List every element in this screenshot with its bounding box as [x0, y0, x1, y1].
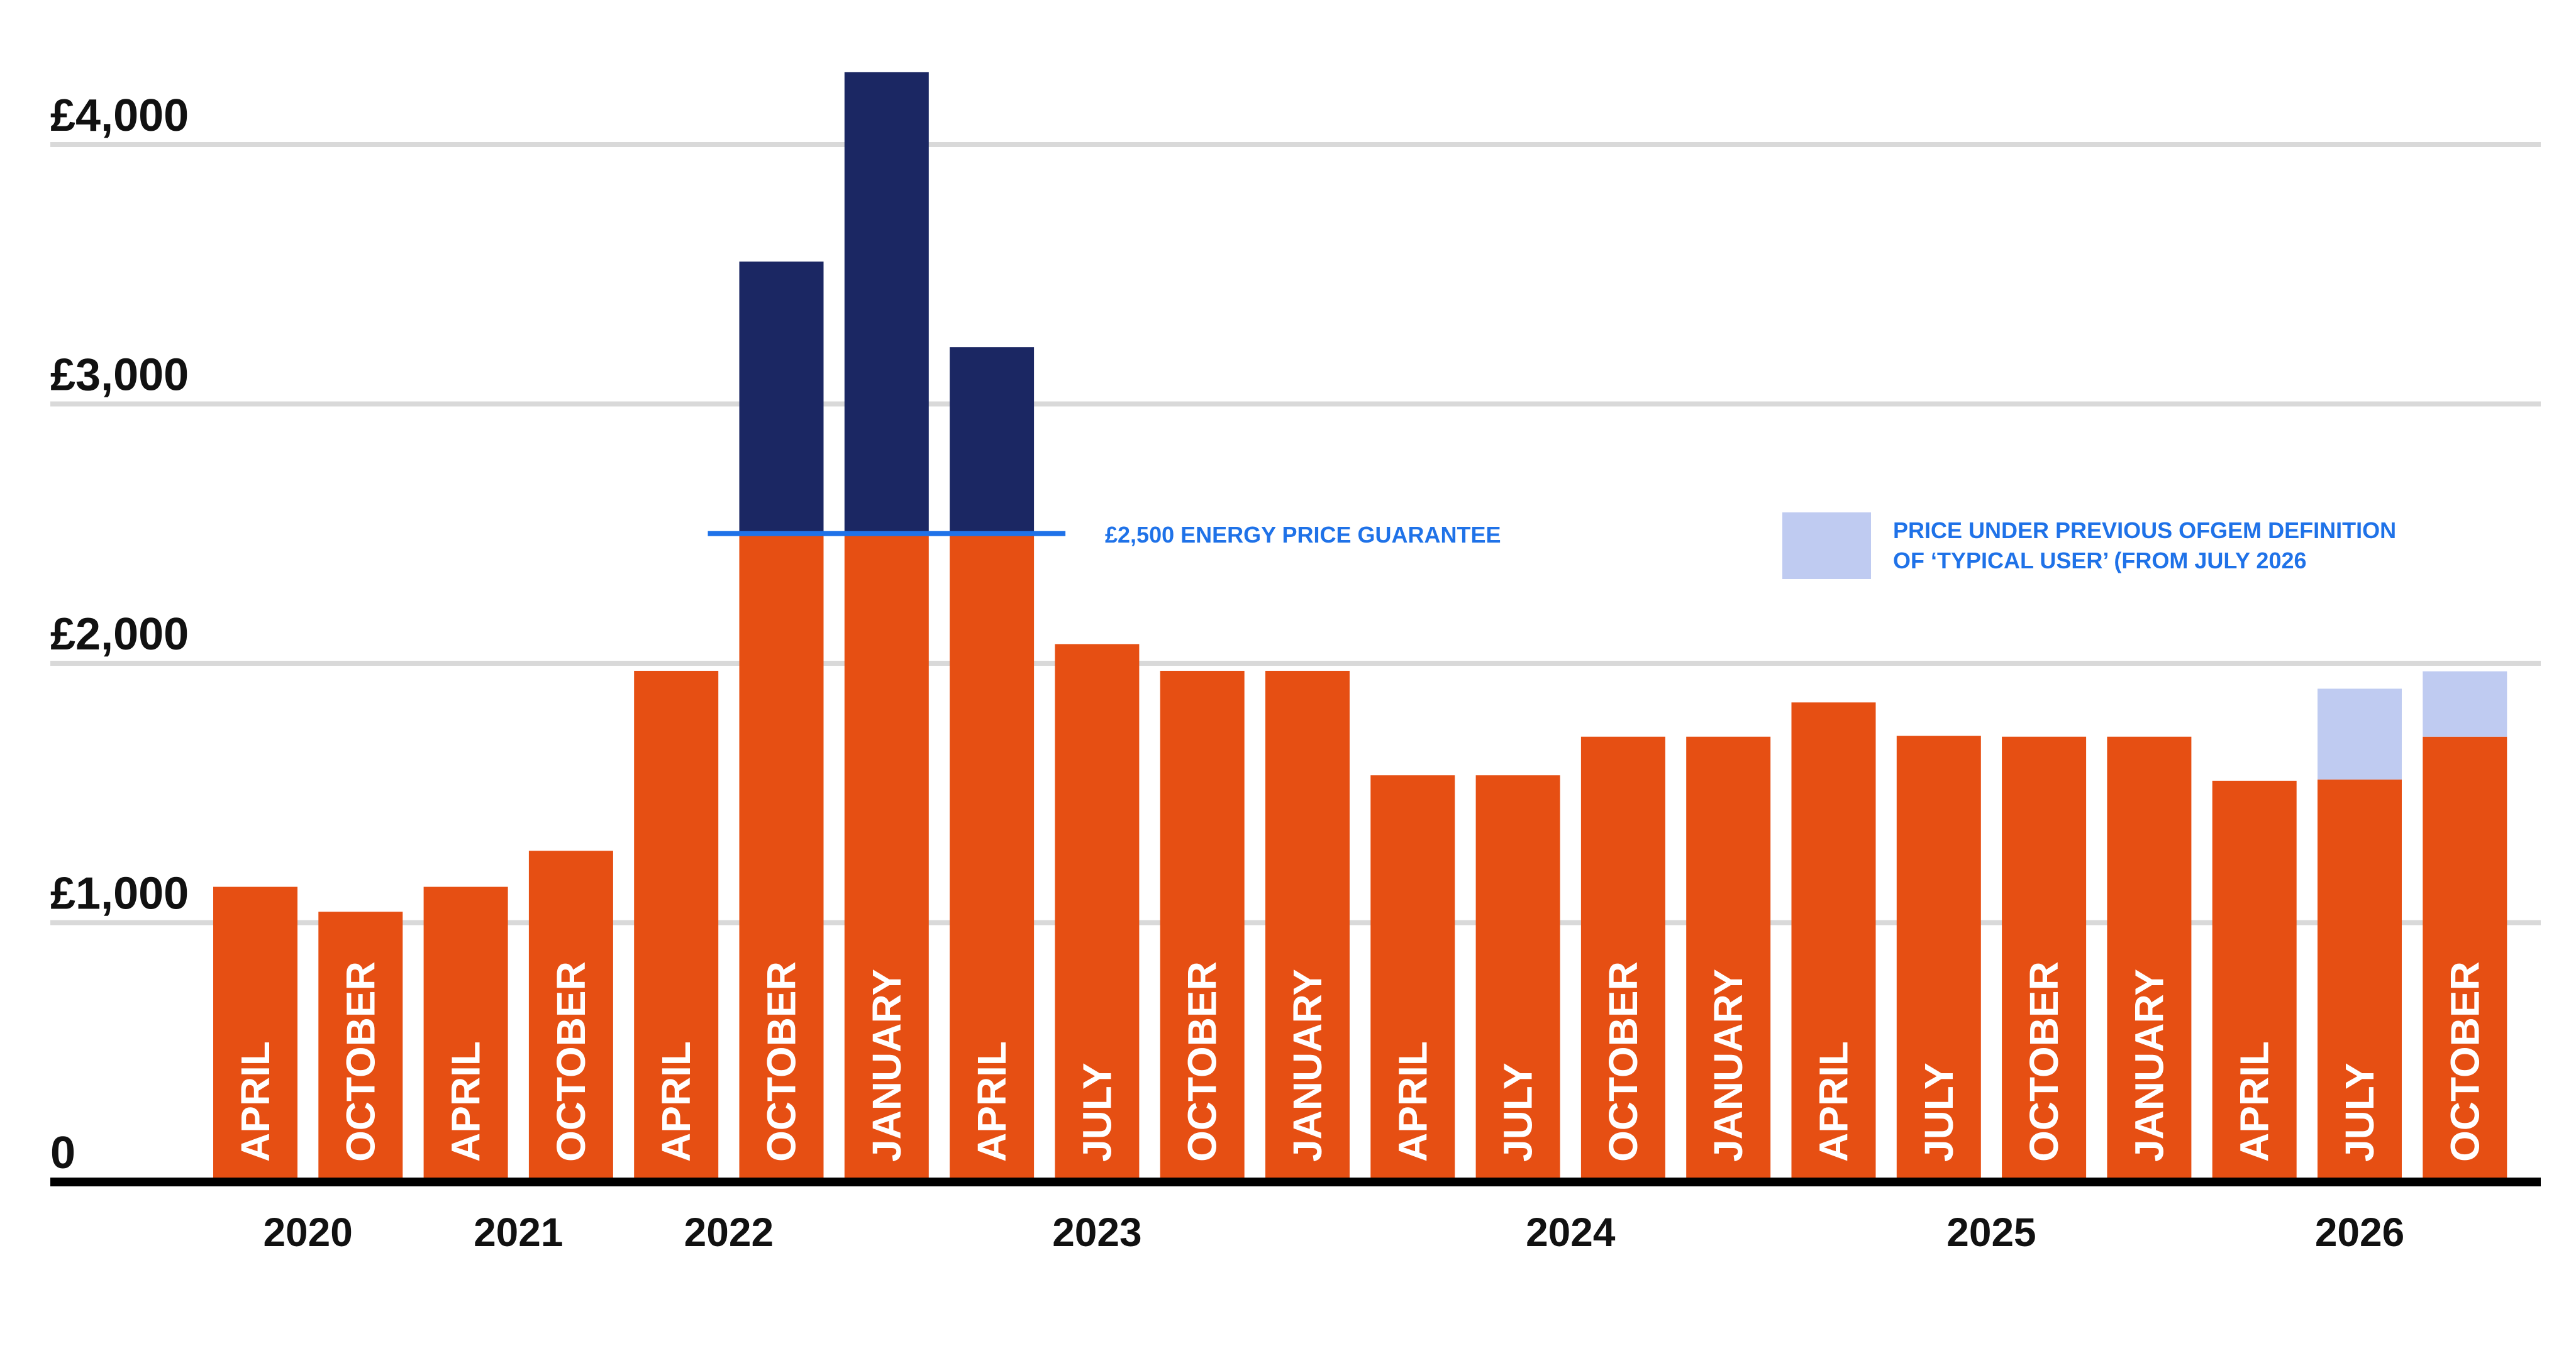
y-tick-label: 0	[50, 1128, 75, 1178]
year-label: 2024	[1526, 1210, 1616, 1255]
year-label: 2020	[263, 1210, 352, 1255]
bar-price-cap	[318, 912, 403, 1182]
bar-price-cap	[1265, 670, 1350, 1182]
bar-price-cap	[1055, 644, 1140, 1182]
bar-price-cap	[634, 670, 719, 1182]
bar-above-guarantee	[950, 347, 1035, 534]
bar-price-cap	[423, 886, 508, 1182]
bar-above-guarantee	[739, 262, 824, 534]
bar-price-cap	[1896, 736, 1981, 1182]
year-label: 2021	[474, 1210, 563, 1255]
bar-month-label: JANUARY	[864, 969, 909, 1162]
y-tick-label: £2,000	[50, 609, 189, 660]
bar-month-label: APRIL	[653, 1041, 699, 1162]
legend-swatch-previous-definition	[1782, 512, 1871, 579]
bar-price-cap	[528, 851, 613, 1182]
bar-month-label: OCTOBER	[2021, 961, 2067, 1162]
bar-month-label: JANUARY	[1706, 969, 1751, 1162]
bar-month-labels: APRIL OCTOBER APRIL OCTOBER APRIL OCTOBER JANU…	[233, 961, 2487, 1162]
bar-above-guarantee	[844, 72, 929, 534]
bar-price-cap	[2212, 780, 2297, 1182]
bar-price-cap	[1475, 775, 1560, 1182]
legend-label-line-1: PRICE UNDER PREVIOUS OFGEM DEFINITION	[1893, 517, 2396, 543]
legend-label-line-2: OF ‘TYPICAL USER’ (FROM JULY 2026	[1893, 548, 2307, 573]
bar-month-label: OCTOBER	[759, 961, 804, 1162]
bar-price-cap	[2002, 736, 2087, 1182]
bar-month-label: APRIL	[233, 1041, 278, 1162]
x-axis-year-labels: 2020 2021 2022 2023 2024 2025 2026	[263, 1210, 2404, 1255]
bar-month-label: OCTOBER	[548, 961, 594, 1162]
bar-price-cap	[2423, 736, 2507, 1182]
y-tick-label: £3,000	[50, 350, 189, 400]
bar-previous-definition	[2423, 671, 2507, 737]
bar-price-cap	[1370, 775, 1455, 1182]
bar-month-label: JULY	[1496, 1063, 1541, 1162]
bar-month-label: OCTOBER	[338, 961, 383, 1162]
year-label: 2022	[684, 1210, 774, 1255]
legend: PRICE UNDER PREVIOUS OFGEM DEFINITION OF…	[1782, 512, 2396, 579]
bar-price-cap	[1160, 670, 1245, 1182]
bar-month-label: APRIL	[969, 1041, 1014, 1162]
y-tick-label: £4,000	[50, 91, 189, 141]
bar-previous-definition	[2318, 688, 2402, 780]
bar-price-cap	[1686, 736, 1771, 1182]
bar-month-label: JANUARY	[1285, 969, 1330, 1162]
bar-month-label: APRIL	[1390, 1041, 1435, 1162]
bar-price-cap	[844, 533, 929, 1182]
bar-price-cap	[2107, 736, 2192, 1182]
bar-month-label: APRIL	[2232, 1041, 2277, 1162]
bar-month-label: OCTOBER	[2442, 961, 2487, 1162]
bar-price-cap	[2318, 779, 2402, 1182]
y-tick-label: £1,000	[50, 869, 189, 919]
year-label: 2026	[2315, 1210, 2404, 1255]
bar-month-label: APRIL	[1811, 1041, 1857, 1162]
bar-month-label: APRIL	[443, 1041, 489, 1162]
bar-price-cap	[950, 533, 1035, 1182]
bar-price-cap	[213, 886, 297, 1182]
year-label: 2023	[1052, 1210, 1141, 1255]
bar-month-label: JULY	[2337, 1063, 2382, 1162]
bar-price-cap	[739, 533, 824, 1182]
bars	[213, 72, 2507, 1182]
year-label: 2025	[1946, 1210, 2036, 1255]
bar-price-cap	[1791, 702, 1876, 1182]
bar-month-label: OCTOBER	[1180, 961, 1225, 1162]
guarantee-annotation: £2,500 ENERGY PRICE GUARANTEE	[708, 522, 1501, 548]
bar-month-label: OCTOBER	[1601, 961, 1646, 1162]
bar-month-label: JULY	[1074, 1063, 1119, 1162]
guarantee-label: £2,500 ENERGY PRICE GUARANTEE	[1105, 522, 1501, 548]
bar-price-cap	[1580, 736, 1665, 1182]
bar-month-label: JANUARY	[2126, 969, 2172, 1162]
y-axis-tick-labels: 0 £1,000 £2,000 £3,000 £4,000	[50, 91, 189, 1178]
bar-month-label: JULY	[1916, 1063, 1962, 1162]
